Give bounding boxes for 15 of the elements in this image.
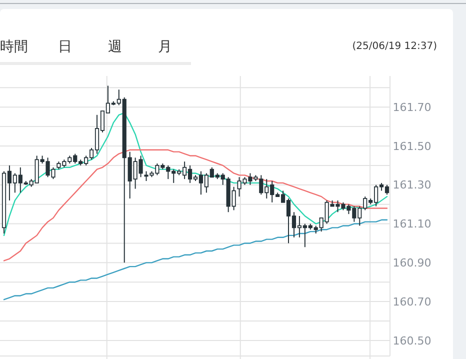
text: 月 — [158, 39, 172, 55]
y-tick-label: 161.70 — [392, 100, 432, 114]
text: (25/06/19 12:37) — [352, 41, 438, 52]
y-tick-label: 160.50 — [392, 334, 432, 348]
y-tick-label: 160.70 — [392, 295, 432, 308]
y-tick-label: 161.10 — [392, 218, 432, 231]
line-series — [3, 112, 388, 236]
text: 日 — [58, 39, 72, 55]
line-series — [3, 149, 388, 262]
y-tick-label: 161.50 — [392, 140, 432, 153]
y-tick-label: 161.30 — [392, 178, 432, 192]
line-series — [3, 219, 388, 300]
text: 時間 — [0, 39, 28, 55]
text: 週 — [108, 39, 122, 55]
y-tick-label: 160.90 — [392, 256, 432, 270]
